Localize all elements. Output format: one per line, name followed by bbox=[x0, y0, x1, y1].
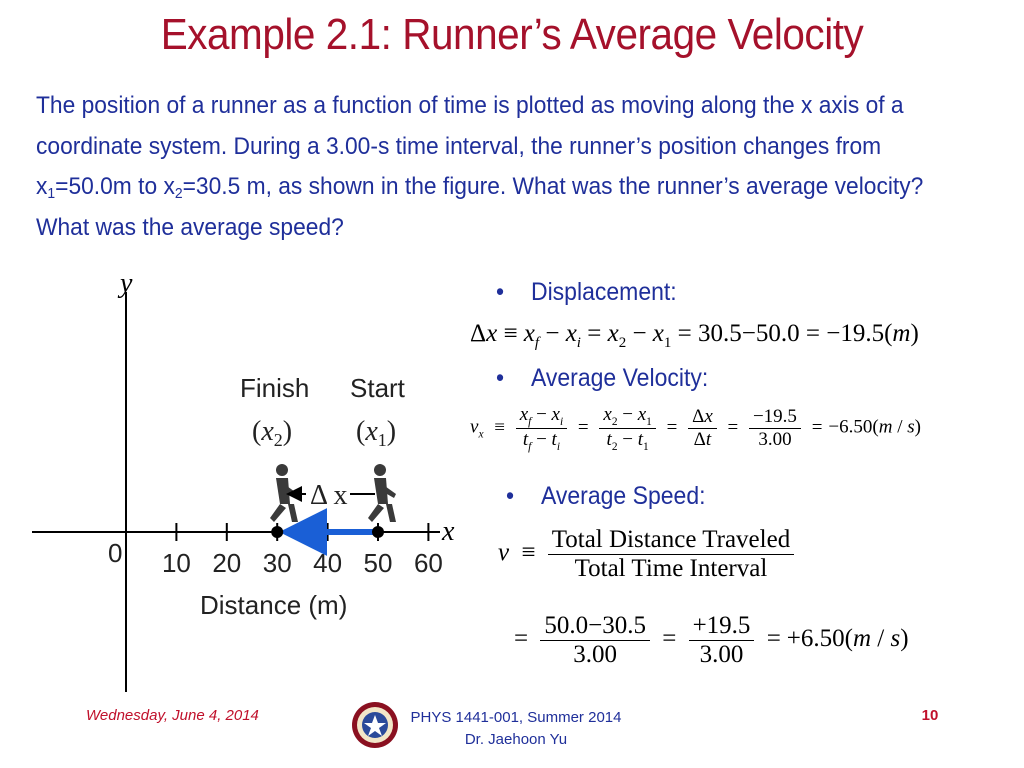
average-speed-label: Average Speed: bbox=[540, 482, 706, 510]
finish-position-label: (x2) bbox=[252, 416, 292, 450]
delta-x-label: Δ x bbox=[310, 480, 347, 511]
displacement-equation: Δx ≡ xf − xi = x2 − x1 = 30.5−50.0 = −19… bbox=[470, 320, 919, 351]
problem-sub-a: 1 bbox=[47, 185, 56, 202]
origin-label: 0 bbox=[108, 538, 122, 568]
start-label: Start bbox=[350, 373, 406, 403]
speed-denominator-2: 3.00 bbox=[688, 640, 755, 669]
speed-denominator-values: 3.00 bbox=[540, 640, 650, 669]
y-axis-label: y bbox=[117, 268, 133, 299]
instructor-name: Dr. Jaehoon Yu bbox=[464, 731, 568, 748]
tick-label-60: 60 bbox=[414, 548, 443, 578]
tick-label-40: 40 bbox=[313, 548, 342, 578]
problem-statement: The position of a runner as a function o… bbox=[36, 86, 929, 248]
footer-date: Wednesday, June 4, 2014 bbox=[86, 707, 259, 724]
speed-denominator-text: Total Time Interval bbox=[547, 554, 795, 583]
problem-text-a: The position of a runner as a function o… bbox=[36, 92, 904, 200]
velocity-denominator: 3.00 bbox=[748, 427, 801, 451]
speed-definition-equation: v ≡ Total Distance Traveled Total Time In… bbox=[498, 526, 795, 583]
course-name: PHYS 1441-001, Summer 2014 bbox=[410, 709, 622, 726]
speed-result: +6.50( bbox=[786, 625, 853, 653]
bullet-average-speed: • Average Speed: bbox=[506, 482, 706, 510]
x-axis-label: x bbox=[441, 516, 455, 547]
velocity-equation: vx ≡ xf − xi tf − ti = x2 − x1 t2 − t1 = Δ… bbox=[470, 404, 921, 453]
problem-text-c: =30.5 m, as shown in the figure. What wa… bbox=[36, 173, 924, 241]
slide-title: Example 2.1: Runner’s Average Velocity bbox=[160, 10, 864, 59]
start-position-dot bbox=[372, 526, 384, 538]
page-number: 10 bbox=[921, 707, 939, 724]
problem-text-b: =50.0m to x bbox=[55, 173, 175, 200]
bullet-displacement: • Displacement: bbox=[496, 278, 677, 306]
velocity-result: −6.50( bbox=[828, 416, 879, 438]
runner-start-icon bbox=[368, 464, 396, 522]
average-velocity-label: Average Velocity: bbox=[530, 364, 709, 392]
problem-sub-b: 2 bbox=[174, 185, 183, 202]
speed-numerator-values: 50.0−30.5 bbox=[544, 612, 646, 639]
velocity-numerator: −19.5 bbox=[752, 405, 797, 427]
finish-position-dot bbox=[271, 526, 284, 538]
tick-label-10: 10 bbox=[162, 548, 191, 578]
displacement-result: 30.5−50.0 = −19.5( bbox=[698, 320, 893, 347]
bullet-average-velocity: • Average Velocity: bbox=[496, 364, 709, 392]
position-diagram: y x 0 10 20 30 40 50 60 Distance (m) Finish (… bbox=[32, 268, 455, 692]
start-position-label: (x1) bbox=[356, 416, 396, 450]
axis-title: Distance (m) bbox=[200, 590, 347, 620]
tick-label-30: 30 bbox=[263, 548, 292, 578]
finish-label: Finish bbox=[240, 373, 309, 403]
footer-course: PHYS 1441-001, Summer 2014 Dr. Jaehoon Y… bbox=[396, 707, 636, 751]
speed-calculation-equation: = 50.0−30.5 3.00 = +19.5 3.00 = +6.50(m / s… bbox=[514, 612, 909, 669]
tick-label-20: 20 bbox=[212, 548, 241, 578]
displacement-label: Displacement: bbox=[530, 278, 677, 306]
speed-numerator-2: +19.5 bbox=[692, 612, 751, 639]
university-seal-icon bbox=[352, 702, 398, 748]
speed-numerator-text: Total Distance Traveled bbox=[551, 526, 791, 553]
tick-label-50: 50 bbox=[364, 548, 393, 578]
